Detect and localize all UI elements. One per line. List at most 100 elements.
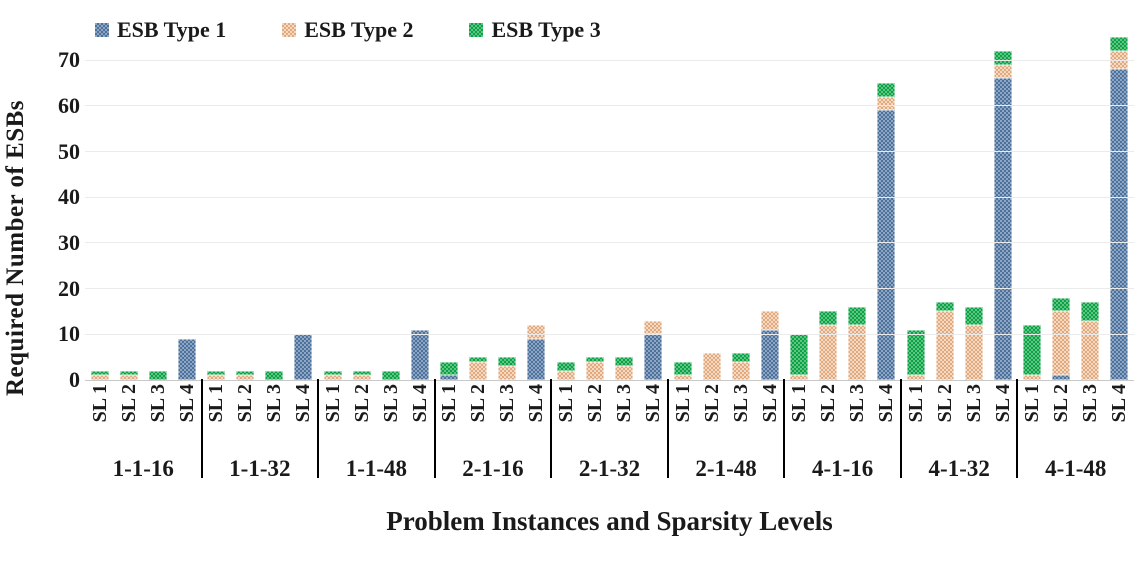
bars-container (85, 8, 1134, 380)
bar-slot-4-1-32-SL 3 (959, 306, 988, 380)
x-axis-title: Problem Instances and Sparsity Levels (386, 506, 833, 536)
bar-group-4-1-48 (1018, 8, 1135, 380)
segment-ESB Type 2-4-1-48-SL 3 (1081, 320, 1100, 380)
segment-ESB Type 3-4-1-48-SL 3 (1081, 302, 1100, 321)
xtick-group-2-1-32: SL 1 SL 2 SL 3 SL 4 (551, 384, 668, 456)
xtick-slot: SL 4 (405, 384, 434, 456)
x-tick-label-2-1-32-SL 3: SL 3 (613, 384, 636, 423)
bar-slot-4-1-48-SL 2 (1047, 297, 1076, 380)
bar-slot-1-1-48-SL 1 (318, 370, 347, 380)
segment-ESB Type 2-2-1-32-SL 1 (557, 370, 576, 380)
xtick-group-2-1-16: SL 1 SL 2 SL 3 SL 4 (435, 384, 552, 456)
bar-slot-4-1-16-SL 3 (843, 306, 872, 380)
bar-slot-2-1-32-SL 1 (552, 361, 581, 380)
bar-1-1-16-SL 4 (177, 338, 196, 380)
x-tick-label-2-1-16-SL 3: SL 3 (496, 384, 519, 423)
segment-ESB Type 2-1-1-48-SL 1 (323, 375, 342, 380)
bar-slot-2-1-16-SL 1 (435, 361, 464, 380)
x-tick-label-2-1-48-SL 2: SL 2 (700, 384, 723, 423)
x-tick-label-2-1-16-SL 4: SL 4 (525, 384, 548, 423)
segment-ESB Type 2-2-1-16-SL 3 (498, 366, 517, 380)
group-separator-1 (200, 379, 203, 478)
segment-ESB Type 2-2-1-48-SL 3 (731, 361, 750, 380)
xtick-group-2-1-48: SL 1 SL 2 SL 3 SL 4 (668, 384, 785, 456)
xtick-slot: SL 1 (552, 384, 581, 456)
bar-slot-4-1-16-SL 1 (785, 334, 814, 380)
bar-4-1-16-SL 1 (790, 334, 809, 380)
legend-item-ESB Type 1: ESB Type 1 (95, 17, 226, 43)
bar-1-1-48-SL 1 (323, 370, 342, 380)
x-tick-label-4-1-48-SL 2: SL 2 (1050, 384, 1073, 423)
segment-ESB Type 2-2-1-32-SL 4 (644, 320, 663, 335)
xtick-slot: SL 2 (231, 384, 260, 456)
bar-2-1-16-SL 3 (498, 357, 517, 380)
y-tick-label-60: 60 (58, 92, 80, 118)
legend-label-ESB Type 3: ESB Type 3 (491, 17, 601, 42)
bar-2-1-32-SL 3 (615, 357, 634, 380)
xtick-slot: SL 3 (143, 384, 172, 456)
bar-slot-4-1-32-SL 1 (901, 329, 930, 380)
gridline-70 (85, 59, 1134, 61)
bar-1-1-32-SL 4 (294, 334, 313, 380)
group-separator-7 (899, 379, 902, 478)
segment-ESB Type 2-4-1-16-SL 3 (848, 325, 867, 380)
xtick-slot: SL 2 (1047, 384, 1076, 456)
legend-swatch-ESB Type 3 (469, 23, 484, 37)
segment-ESB Type 3-2-1-32-SL 3 (615, 357, 634, 367)
y-tick-label-0: 0 (69, 367, 80, 392)
segment-ESB Type 2-4-1-48-SL 1 (1023, 375, 1042, 380)
segment-ESB Type 2-1-1-16-SL 2 (119, 375, 138, 380)
segment-ESB Type 2-2-1-16-SL 4 (527, 325, 546, 339)
bar-slot-4-1-32-SL 2 (930, 302, 959, 380)
bar-2-1-32-SL 4 (644, 320, 663, 380)
segment-ESB Type 1-4-1-16-SL 4 (877, 110, 896, 380)
xtick-slot: SL 3 (260, 384, 289, 456)
x-tick-label-1-1-16-SL 3: SL 3 (146, 384, 169, 423)
segment-ESB Type 3-2-1-32-SL 2 (586, 357, 605, 362)
group-separator-5 (666, 379, 669, 478)
gridline-10 (85, 333, 1134, 335)
bar-slot-2-1-32-SL 2 (581, 357, 610, 380)
gridline-60 (85, 105, 1134, 107)
segment-ESB Type 3-2-1-16-SL 3 (498, 357, 517, 367)
bar-group-4-1-16 (784, 8, 901, 380)
xtick-slot: SL 2 (114, 384, 143, 456)
group-label-4-1-32: 4-1-32 (928, 456, 990, 481)
bar-4-1-16-SL 3 (848, 306, 867, 380)
segment-ESB Type 3-4-1-16-SL 2 (819, 311, 838, 326)
bar-4-1-32-SL 2 (935, 302, 954, 380)
x-tick-label-1-1-32-SL 1: SL 1 (205, 384, 228, 423)
legend-item-ESB Type 2: ESB Type 2 (282, 17, 413, 43)
bar-1-1-16-SL 3 (148, 370, 167, 380)
y-tick-label-70: 70 (58, 47, 80, 73)
bar-1-1-48-SL 2 (352, 370, 371, 380)
segment-ESB Type 1-4-1-48-SL 4 (1110, 69, 1129, 380)
segment-ESB Type 3-4-1-48-SL 4 (1110, 37, 1129, 51)
xtick-group-1-1-48: SL 1 SL 2 SL 3 SL 4 (318, 384, 435, 456)
xtick-slot: SL 4 (872, 384, 901, 456)
bar-slot-1-1-48-SL 3 (376, 370, 405, 380)
bar-1-1-16-SL 1 (90, 370, 109, 380)
x-tick-label-1-1-32-SL 4: SL 4 (292, 384, 315, 423)
segment-ESB Type 3-1-1-16-SL 3 (148, 370, 167, 380)
bar-slot-1-1-16-SL 4 (172, 338, 201, 380)
x-tick-label-4-1-16-SL 2: SL 2 (817, 384, 840, 423)
bar-slot-4-1-48-SL 4 (1105, 37, 1134, 380)
bar-2-1-32-SL 1 (557, 361, 576, 380)
segment-ESB Type 3-1-1-32-SL 1 (207, 370, 226, 376)
bar-slot-1-1-32-SL 3 (260, 370, 289, 380)
segment-ESB Type 3-2-1-32-SL 1 (557, 361, 576, 371)
x-tick-label-1-1-32-SL 3: SL 3 (263, 384, 286, 423)
segment-ESB Type 2-4-1-32-SL 3 (964, 325, 983, 380)
x-tick-label-1-1-32-SL 2: SL 2 (234, 384, 257, 423)
xtick-slot: SL 4 (172, 384, 201, 456)
legend-swatch-ESB Type 1 (95, 23, 109, 37)
bar-2-1-48-SL 1 (673, 361, 692, 380)
gridline-40 (85, 196, 1134, 198)
legend: ESB Type 1 ESB Type 2 ESB Type 3 (95, 17, 601, 43)
segment-ESB Type 1-2-1-48-SL 4 (760, 329, 779, 380)
bar-slot-2-1-16-SL 4 (522, 325, 551, 380)
xtick-group-1-1-16: SL 1 SL 2 SL 3 SL 4 (85, 384, 202, 456)
bar-2-1-48-SL 3 (731, 352, 750, 380)
segment-ESB Type 3-4-1-32-SL 3 (964, 306, 983, 326)
